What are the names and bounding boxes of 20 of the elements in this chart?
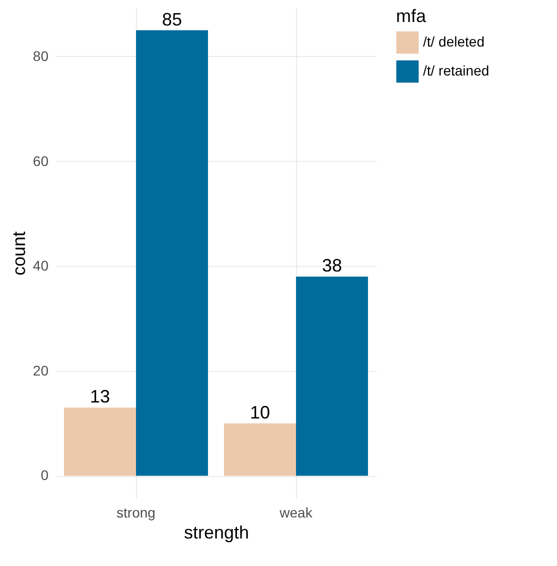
y-axis-title: count: [8, 231, 29, 276]
x-tick-label: strong: [116, 504, 156, 520]
data-label: 38: [322, 256, 342, 276]
data-label: 13: [90, 386, 110, 407]
y-tick-label: 0: [40, 467, 49, 484]
legend-label: /t/ retained: [423, 62, 490, 78]
x-axis-title: strength: [184, 522, 250, 542]
bar: [296, 276, 368, 476]
x-tick-label: weak: [278, 504, 314, 520]
y-tick-label: 80: [32, 48, 49, 64]
data-label: 85: [162, 9, 182, 30]
y-tick-label: 40: [32, 258, 49, 274]
bar: [224, 423, 296, 476]
data-label: 10: [250, 402, 270, 422]
legend-label: /t/ deleted: [423, 34, 484, 50]
bar: [136, 30, 208, 476]
y-tick-label: 60: [32, 152, 49, 169]
y-tick-label: 20: [32, 362, 49, 378]
bar: [64, 408, 136, 476]
legend-title: mfa: [396, 6, 427, 26]
